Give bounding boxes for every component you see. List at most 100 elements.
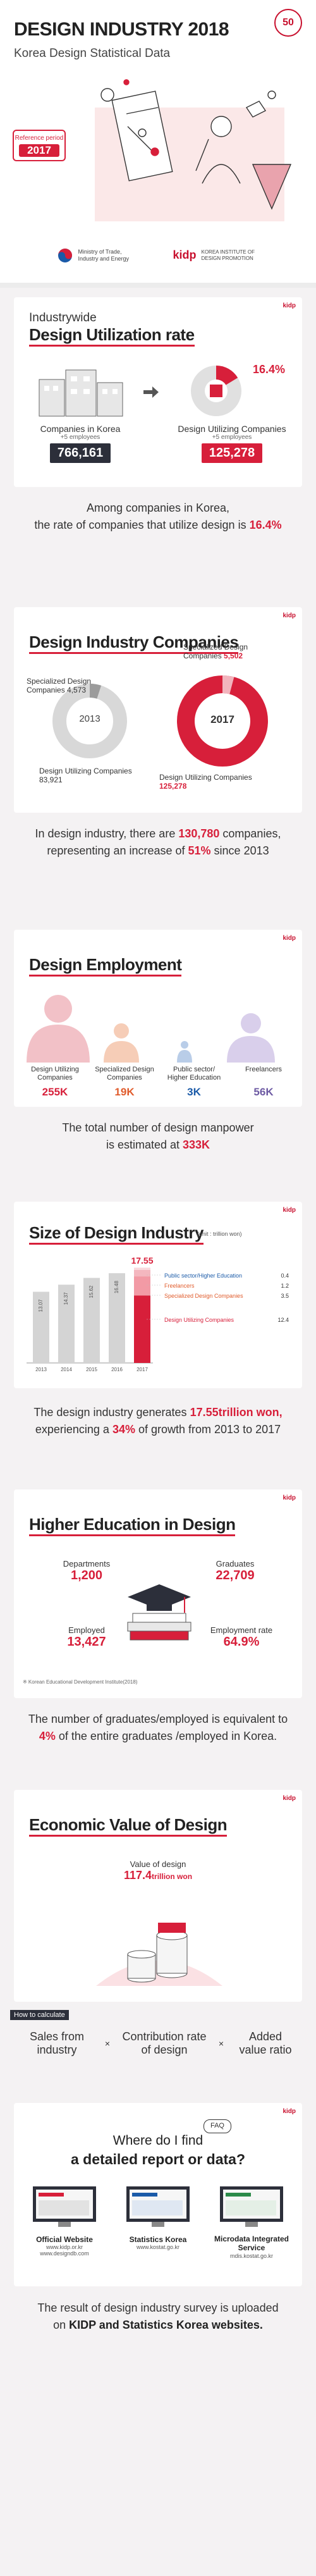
kidp-mark: kidp [283, 1795, 296, 1802]
companies-value: 766,161 [49, 443, 111, 463]
companies-summary: In design industry, there are 130,780 co… [0, 825, 316, 860]
kidp-mark: kidp [283, 612, 296, 619]
size-bar-chart: 13.07 2013 14.37 2014 15.62 2015 16.48 2016 17.5… [27, 1255, 289, 1372]
calculation-formula: Sales from industry × Contribution rate … [19, 2030, 297, 2057]
employment-title: Design Employment [29, 955, 182, 977]
legend-label: Specialized Design Companies [164, 1293, 243, 1299]
size-title: Size of Design Industry [29, 1223, 204, 1245]
employment-card: kidp Design Employment Design Utilizing … [14, 930, 302, 1107]
graduates-stat: Graduates 22,709 [216, 1559, 255, 1582]
employment-summary-line1: The total number of design manpower [62, 1121, 254, 1134]
stack-segment-0 [134, 1295, 150, 1363]
education-source: ※ Korean Educational Development Institu… [23, 1679, 138, 1685]
arrow-right-icon [143, 386, 159, 398]
kidp-mark: kidp [283, 2108, 296, 2115]
utilizing-value: 125,278 [201, 443, 263, 463]
companies-summary-line2: representing an increase of 51% since 20… [47, 844, 269, 857]
reference-period-year: 2017 [19, 144, 59, 157]
size-summary-line2: experiencing a 34% of growth from 2013 t… [35, 1423, 281, 1436]
employment-groups: Design Utilizing Companies 255K Speciali… [20, 1066, 298, 1099]
bar-2015 [83, 1278, 100, 1363]
report-card: kidp FAQ Where do I find a detailed repo… [14, 2103, 302, 2286]
reference-period-label: Reference period [15, 135, 64, 142]
size-summary-line1: The design industry generates 17.55trill… [33, 1406, 283, 1419]
utilizing-sub: +5 employees [212, 434, 252, 441]
legend-value: 3.5 [281, 1293, 289, 1299]
report-summary-line2: on KIDP and Statistics Korea websites. [53, 2319, 263, 2331]
site-statistics-korea[interactable]: Statistics Korea www.kostat.go.kr [116, 2185, 200, 2259]
employment-summary: The total number of design manpower is e… [0, 1119, 316, 1154]
buildings-icon [39, 369, 123, 417]
companies-sub: +5 employees [60, 434, 100, 441]
spec-2017-callout: Specialized Design Companies 5,502 [183, 643, 248, 661]
economic-card: kidp Economic Value of Design Value of d… [14, 1790, 302, 2002]
util-2013-callout: Design Utilizing Companies 83,921 [39, 767, 132, 785]
utilization-summary: Among companies in Korea, the rate of co… [0, 500, 316, 534]
report-title-line1: Where do I find [112, 2133, 204, 2148]
how-to-calculate-label: How to calculate [10, 2010, 69, 2020]
kidp-full-name: KOREA INSTITUTE OF DESIGN PROMOTION [201, 249, 255, 261]
utilization-summary-line2: the rate of companies that utilize desig… [34, 519, 282, 531]
education-summary-line2: 4% of the entire graduates /employed in … [39, 1730, 277, 1742]
education-title: Higher Education in Design [29, 1515, 236, 1536]
companies-in-korea: Companies in Korea +5 employees 766,161 [27, 424, 134, 463]
bar-value-label: 15.62 [88, 1285, 94, 1298]
report-title-line2: a detailed report or data? [70, 2151, 246, 2167]
kidp-logo-block: kidp KOREA INSTITUTE OF DESIGN PROMOTION [173, 249, 258, 262]
report-sites: Official Website www.kidp.or.kr www.desi… [23, 2185, 293, 2259]
legend-value: 12.4 [277, 1317, 289, 1323]
util-2017-callout: Design Utilizing Companies 125,278 [159, 773, 252, 791]
formula-term-added-value: Added value ratio [239, 2030, 292, 2056]
monitor-icon [33, 2186, 96, 2227]
donut-2017 [177, 675, 268, 767]
report-summary-line1: The result of design industry survey is … [37, 2302, 279, 2314]
education-summary: The number of graduates/employed is equi… [0, 1711, 316, 1745]
economic-value: Value of design 117.4trillion won [123, 1859, 193, 1882]
education-card: kidp Higher Education in Design Departme… [14, 1489, 302, 1698]
formula-term-contribution: Contribution rate of design [122, 2030, 207, 2056]
kidp-mark: kidp [283, 1207, 296, 1214]
formula-op-2: × [218, 2038, 224, 2049]
design-utilizing-companies: Design Utilizing Companies +5 employees … [175, 424, 289, 463]
site-microdata[interactable]: Microdata Integrated Service mdis.kostat… [210, 2185, 293, 2259]
graduation-books-icon [127, 1584, 191, 1641]
utilization-rate-callout: 16.4% [253, 363, 286, 376]
designer-illustration [95, 79, 292, 221]
legend-label: Design Utilizing Companies [164, 1317, 234, 1323]
kidp-logo: kidp [173, 249, 197, 261]
legend-label: Freelancers [164, 1283, 195, 1289]
site-official[interactable]: Official Website www.kidp.or.kr www.desi… [23, 2185, 106, 2259]
employment-rate-stat: Employment rate 64.9% [210, 1625, 273, 1649]
bar-2014 [58, 1285, 75, 1363]
employment-figures [27, 995, 275, 1063]
hero-header: DESIGN INDUSTRY 2018 Korea Design Statis… [0, 0, 316, 288]
stack-segment-2 [134, 1269, 150, 1277]
utilizing-label: Design Utilizing Companies [178, 424, 286, 434]
kidp-mark: kidp [283, 302, 296, 309]
employment-group-specialized: Specialized Design Companies 19K [95, 1066, 154, 1098]
size-card: kidp Size of Design Industry (unit : tri… [14, 1202, 302, 1388]
size-unit: (unit : trillion won) [197, 1231, 242, 1237]
page-subtitle: Korea Design Statistical Data [14, 47, 171, 60]
employed-stat: Employed 13,427 [67, 1625, 106, 1649]
employment-summary-line2: is estimated at 333K [106, 1138, 210, 1151]
report-summary: The result of design industry survey is … [0, 2300, 316, 2334]
employment-group-utilizing: Design Utilizing Companies 255K [31, 1066, 79, 1098]
bar-total-label: 17.55 [131, 1255, 153, 1266]
x-tick-label: 2015 [86, 1367, 97, 1372]
x-tick-label: 2017 [137, 1367, 148, 1372]
education-summary-line1: The number of graduates/employed is equi… [28, 1713, 288, 1725]
donut-2017-year: 2017 [210, 713, 234, 725]
bar-value-label: 14.37 [63, 1292, 69, 1305]
companies-summary-line1: In design industry, there are 130,780 co… [35, 827, 281, 840]
monitor-icon [220, 2186, 283, 2227]
formula-term-sales: Sales from industry [29, 2030, 85, 2056]
bar-value-label: 13.07 [38, 1299, 44, 1312]
page-title: DESIGN INDUSTRY 2018 [14, 19, 229, 40]
size-summary: The design industry generates 17.55trill… [0, 1404, 316, 1438]
legend-value: 1.2 [281, 1283, 289, 1289]
companies-card: kidp Design Industry Companies 2013 2017… [14, 607, 302, 813]
x-tick-label: 2014 [61, 1367, 72, 1372]
stack-segment-1 [134, 1276, 150, 1296]
